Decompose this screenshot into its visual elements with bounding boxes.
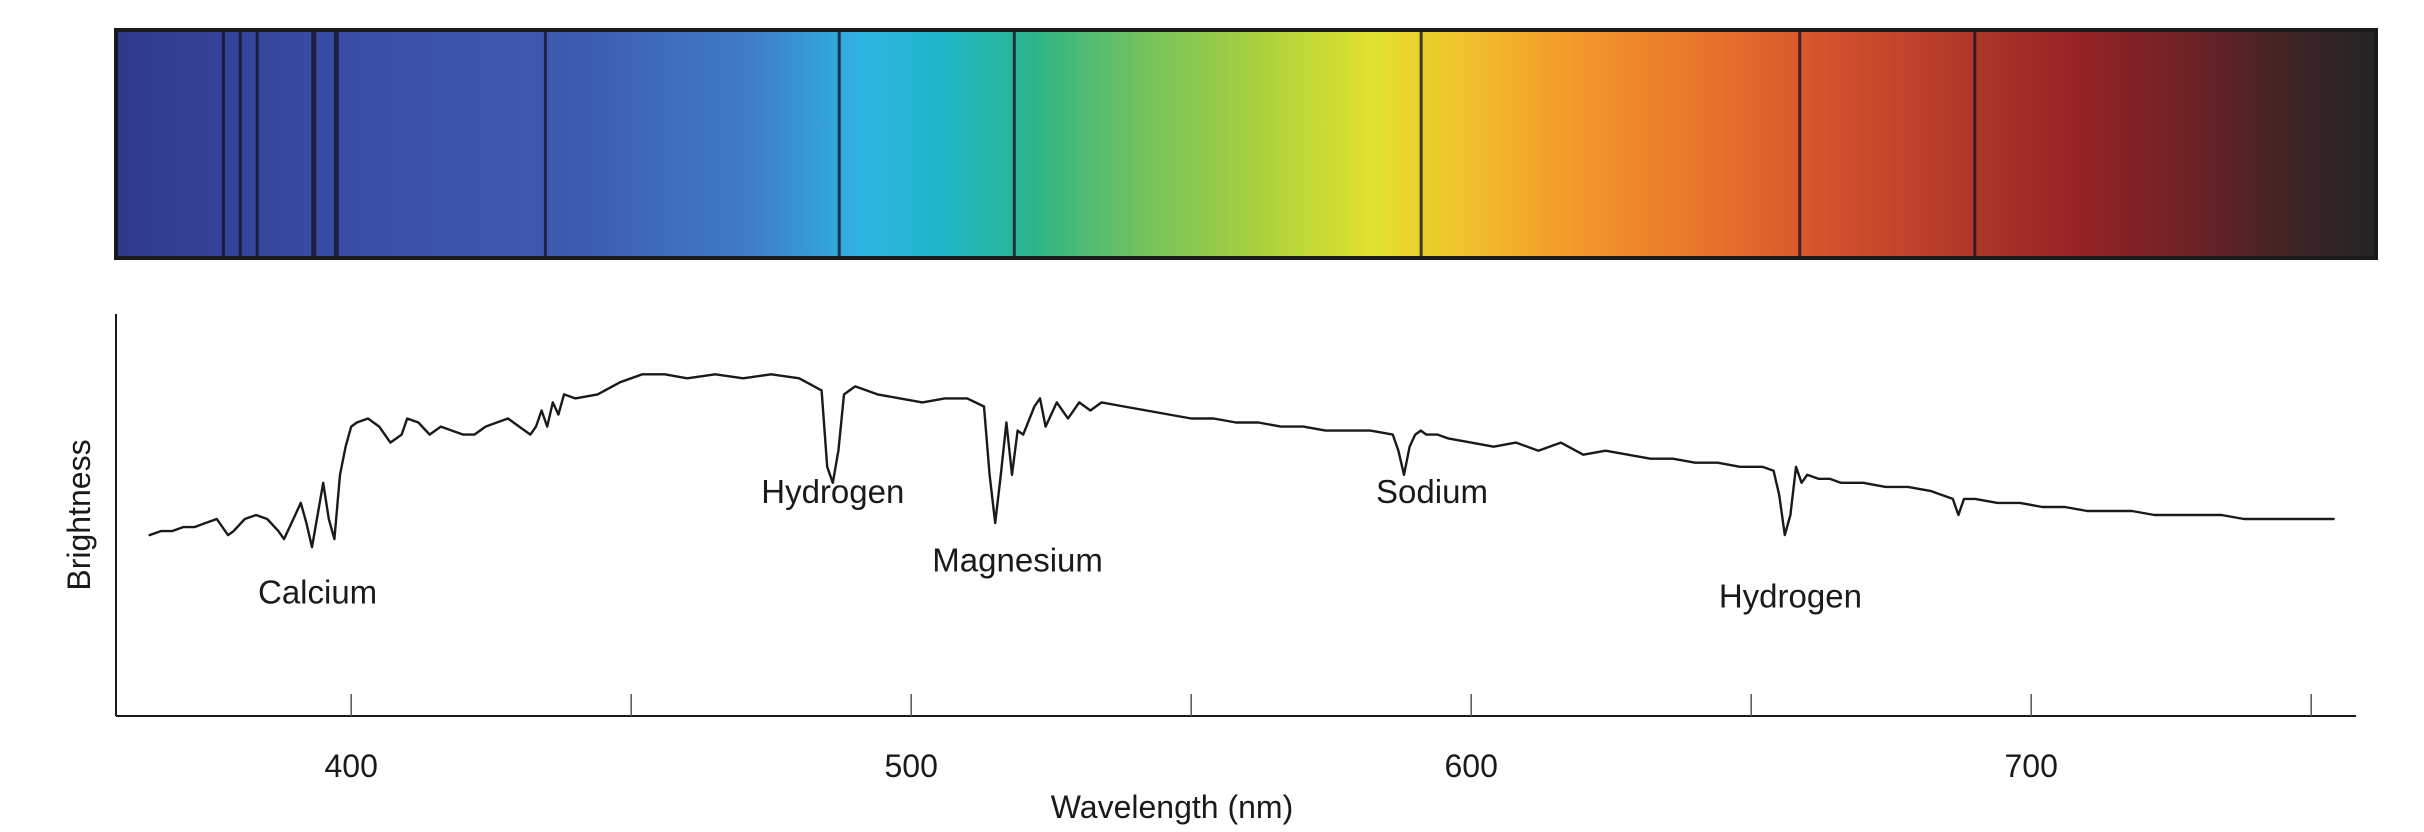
x-tick-labels: 400 500 600 700 — [325, 748, 2058, 784]
x-tick-label-600: 600 — [1445, 748, 1498, 784]
annotation-calcium-0: Calcium — [258, 573, 377, 610]
annotation-hydrogen-4: Hydrogen — [1719, 577, 1862, 614]
brightness-line — [148, 373, 2335, 549]
spectrum-strip-fill — [116, 30, 2376, 258]
y-axis-title: Brightness — [61, 439, 97, 590]
x-ticks — [350, 694, 2312, 716]
absorption-lines — [221, 30, 1977, 258]
spectrum-strip — [114, 28, 2378, 260]
plot-area: 400 500 600 700 Calcium Hydrogen Magnesium Sod… — [115, 314, 2356, 784]
annotation-magnesium-2: Magnesium — [932, 541, 1103, 578]
x-tick-label-500: 500 — [885, 748, 938, 784]
spectrum-strip-border — [114, 28, 2378, 260]
line-annotations: Calcium Hydrogen Magnesium Sodium Hydrogen — [258, 473, 1862, 615]
x-tick-label-700: 700 — [2005, 748, 2058, 784]
x-tick-label-400: 400 — [325, 748, 378, 784]
annotation-hydrogen-1: Hydrogen — [761, 473, 904, 510]
x-axis-title: Wavelength (nm) — [1051, 789, 1293, 825]
annotation-sodium-3: Sodium — [1376, 473, 1488, 510]
